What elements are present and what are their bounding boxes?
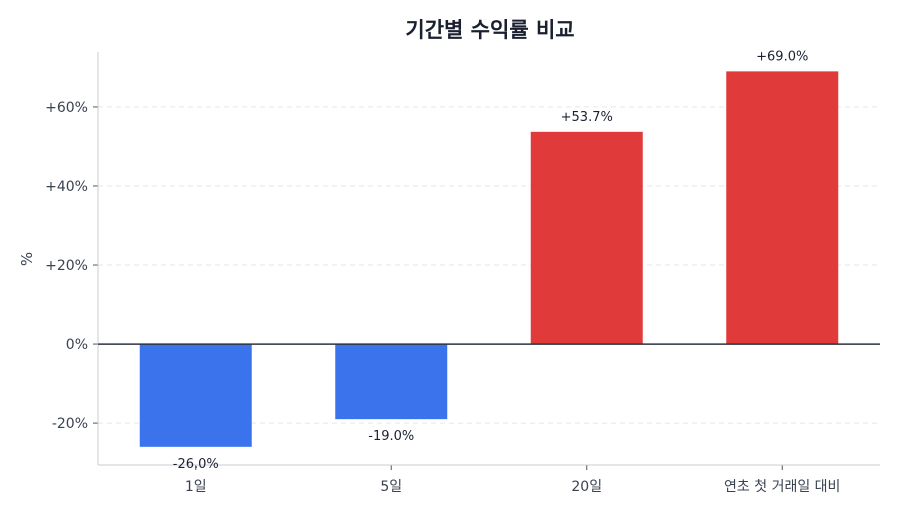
x-tick-label: 연초 첫 거래일 대비 xyxy=(724,479,840,495)
x-tick-label: 20일 xyxy=(571,479,602,495)
chart-title: 기간별 수익률 비교 xyxy=(405,18,574,42)
y-tick-label: +60% xyxy=(45,100,88,116)
y-tick-label: +40% xyxy=(45,179,88,195)
x-tick-label: 1일 xyxy=(185,479,207,495)
bar xyxy=(139,344,252,447)
y-tick-label: +20% xyxy=(45,258,88,274)
y-tick-label: 0% xyxy=(66,337,88,353)
bar xyxy=(726,71,839,345)
data-label: -19.0% xyxy=(368,429,414,444)
data-label: +53.7% xyxy=(561,110,613,125)
bar xyxy=(335,344,448,420)
x-tick-label: 5일 xyxy=(380,479,402,495)
bar xyxy=(530,131,643,345)
y-tick-label: -20% xyxy=(52,416,88,432)
data-label: +69.0% xyxy=(756,49,808,64)
y-axis-label: % xyxy=(18,252,36,266)
data-label: -26.0% xyxy=(173,457,219,472)
